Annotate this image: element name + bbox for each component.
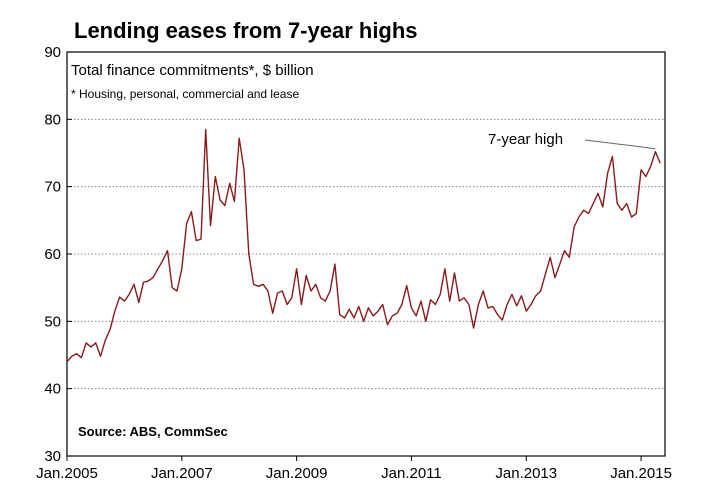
source-label: Source: ABS, CommSec <box>78 424 228 439</box>
y-tick-label: 40 <box>44 381 61 398</box>
y-tick-label: 70 <box>44 179 61 196</box>
y-tick-label: 60 <box>44 246 61 263</box>
chart-subtitle: Total finance commitments*, $ billion <box>71 62 314 79</box>
annotation-leader <box>584 139 656 150</box>
y-tick-label: 30 <box>44 448 61 465</box>
x-tick-label: Jan.2015 <box>610 465 672 482</box>
chart-note: * Housing, personal, commercial and leas… <box>71 87 299 101</box>
x-tick-label: Jan.2007 <box>151 465 213 482</box>
x-axis: Jan.2005 Jan.2007 Jan.2009 Jan.2011 Jan.2013… <box>36 456 672 482</box>
series-line <box>66 128 661 363</box>
annotation-label: 7-year high <box>488 131 563 148</box>
x-tick-label: Jan.2011 <box>381 465 442 482</box>
x-tick-label: Jan.2009 <box>266 465 328 482</box>
grid-lines <box>67 118 665 390</box>
x-tick-label: Jan.2013 <box>495 465 557 482</box>
y-tick-label: 50 <box>44 313 61 330</box>
y-tick-label: 90 <box>44 44 61 61</box>
y-axis: 30 40 50 60 70 80 90 <box>44 44 72 465</box>
x-tick-label: Jan.2005 <box>36 465 98 482</box>
y-tick-label: 80 <box>44 111 61 128</box>
chart-title: Lending eases from 7-year highs <box>74 18 418 43</box>
